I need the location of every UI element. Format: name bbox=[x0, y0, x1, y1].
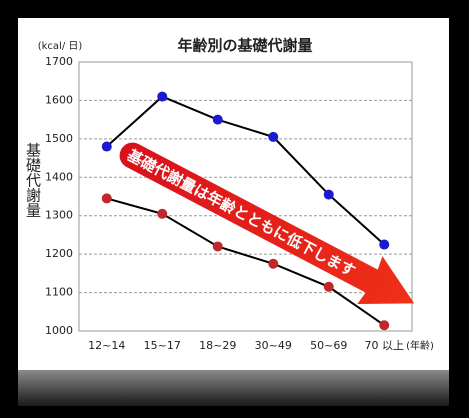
data-point bbox=[268, 258, 279, 269]
chart-title: 年齢別の基礎代謝量 bbox=[177, 37, 312, 55]
data-point bbox=[157, 91, 168, 102]
series-line bbox=[106, 197, 385, 327]
y-tick-label: 1000 bbox=[45, 324, 73, 337]
data-point bbox=[212, 241, 223, 252]
data-point bbox=[268, 131, 279, 142]
x-tick-label: 50~69 bbox=[310, 339, 347, 352]
y-tick-label: 1700 bbox=[45, 55, 73, 68]
data-point bbox=[323, 189, 334, 200]
series-line bbox=[106, 95, 385, 246]
y-tick-label: 1600 bbox=[45, 93, 73, 106]
arrow-shape bbox=[119, 142, 415, 305]
y-tick-label: 1500 bbox=[45, 132, 73, 145]
data-point bbox=[157, 208, 168, 219]
x-label: (年齢) bbox=[406, 339, 434, 352]
y-tick-label: 1400 bbox=[45, 170, 73, 183]
x-tick-label: 15~17 bbox=[144, 339, 181, 352]
data-point bbox=[101, 193, 112, 204]
x-tick-label: 18~29 bbox=[199, 339, 236, 352]
data-point bbox=[101, 141, 112, 152]
y-tick-label: 1200 bbox=[45, 247, 73, 260]
data-point bbox=[212, 114, 223, 125]
x-tick-label: 70 以上 bbox=[365, 339, 405, 352]
data-point bbox=[323, 281, 334, 292]
x-tick-label: 12~14 bbox=[88, 339, 125, 352]
x-tick-label: 30~49 bbox=[255, 339, 292, 352]
data-point bbox=[379, 239, 390, 250]
data-point bbox=[379, 320, 390, 331]
y-unit: (kcal/ 日) bbox=[38, 41, 83, 52]
y-label: 基礎代謝量 bbox=[24, 143, 42, 218]
y-tick-label: 1300 bbox=[45, 209, 73, 222]
y-tick-label: 1100 bbox=[45, 286, 73, 299]
bottom-band bbox=[18, 370, 449, 406]
